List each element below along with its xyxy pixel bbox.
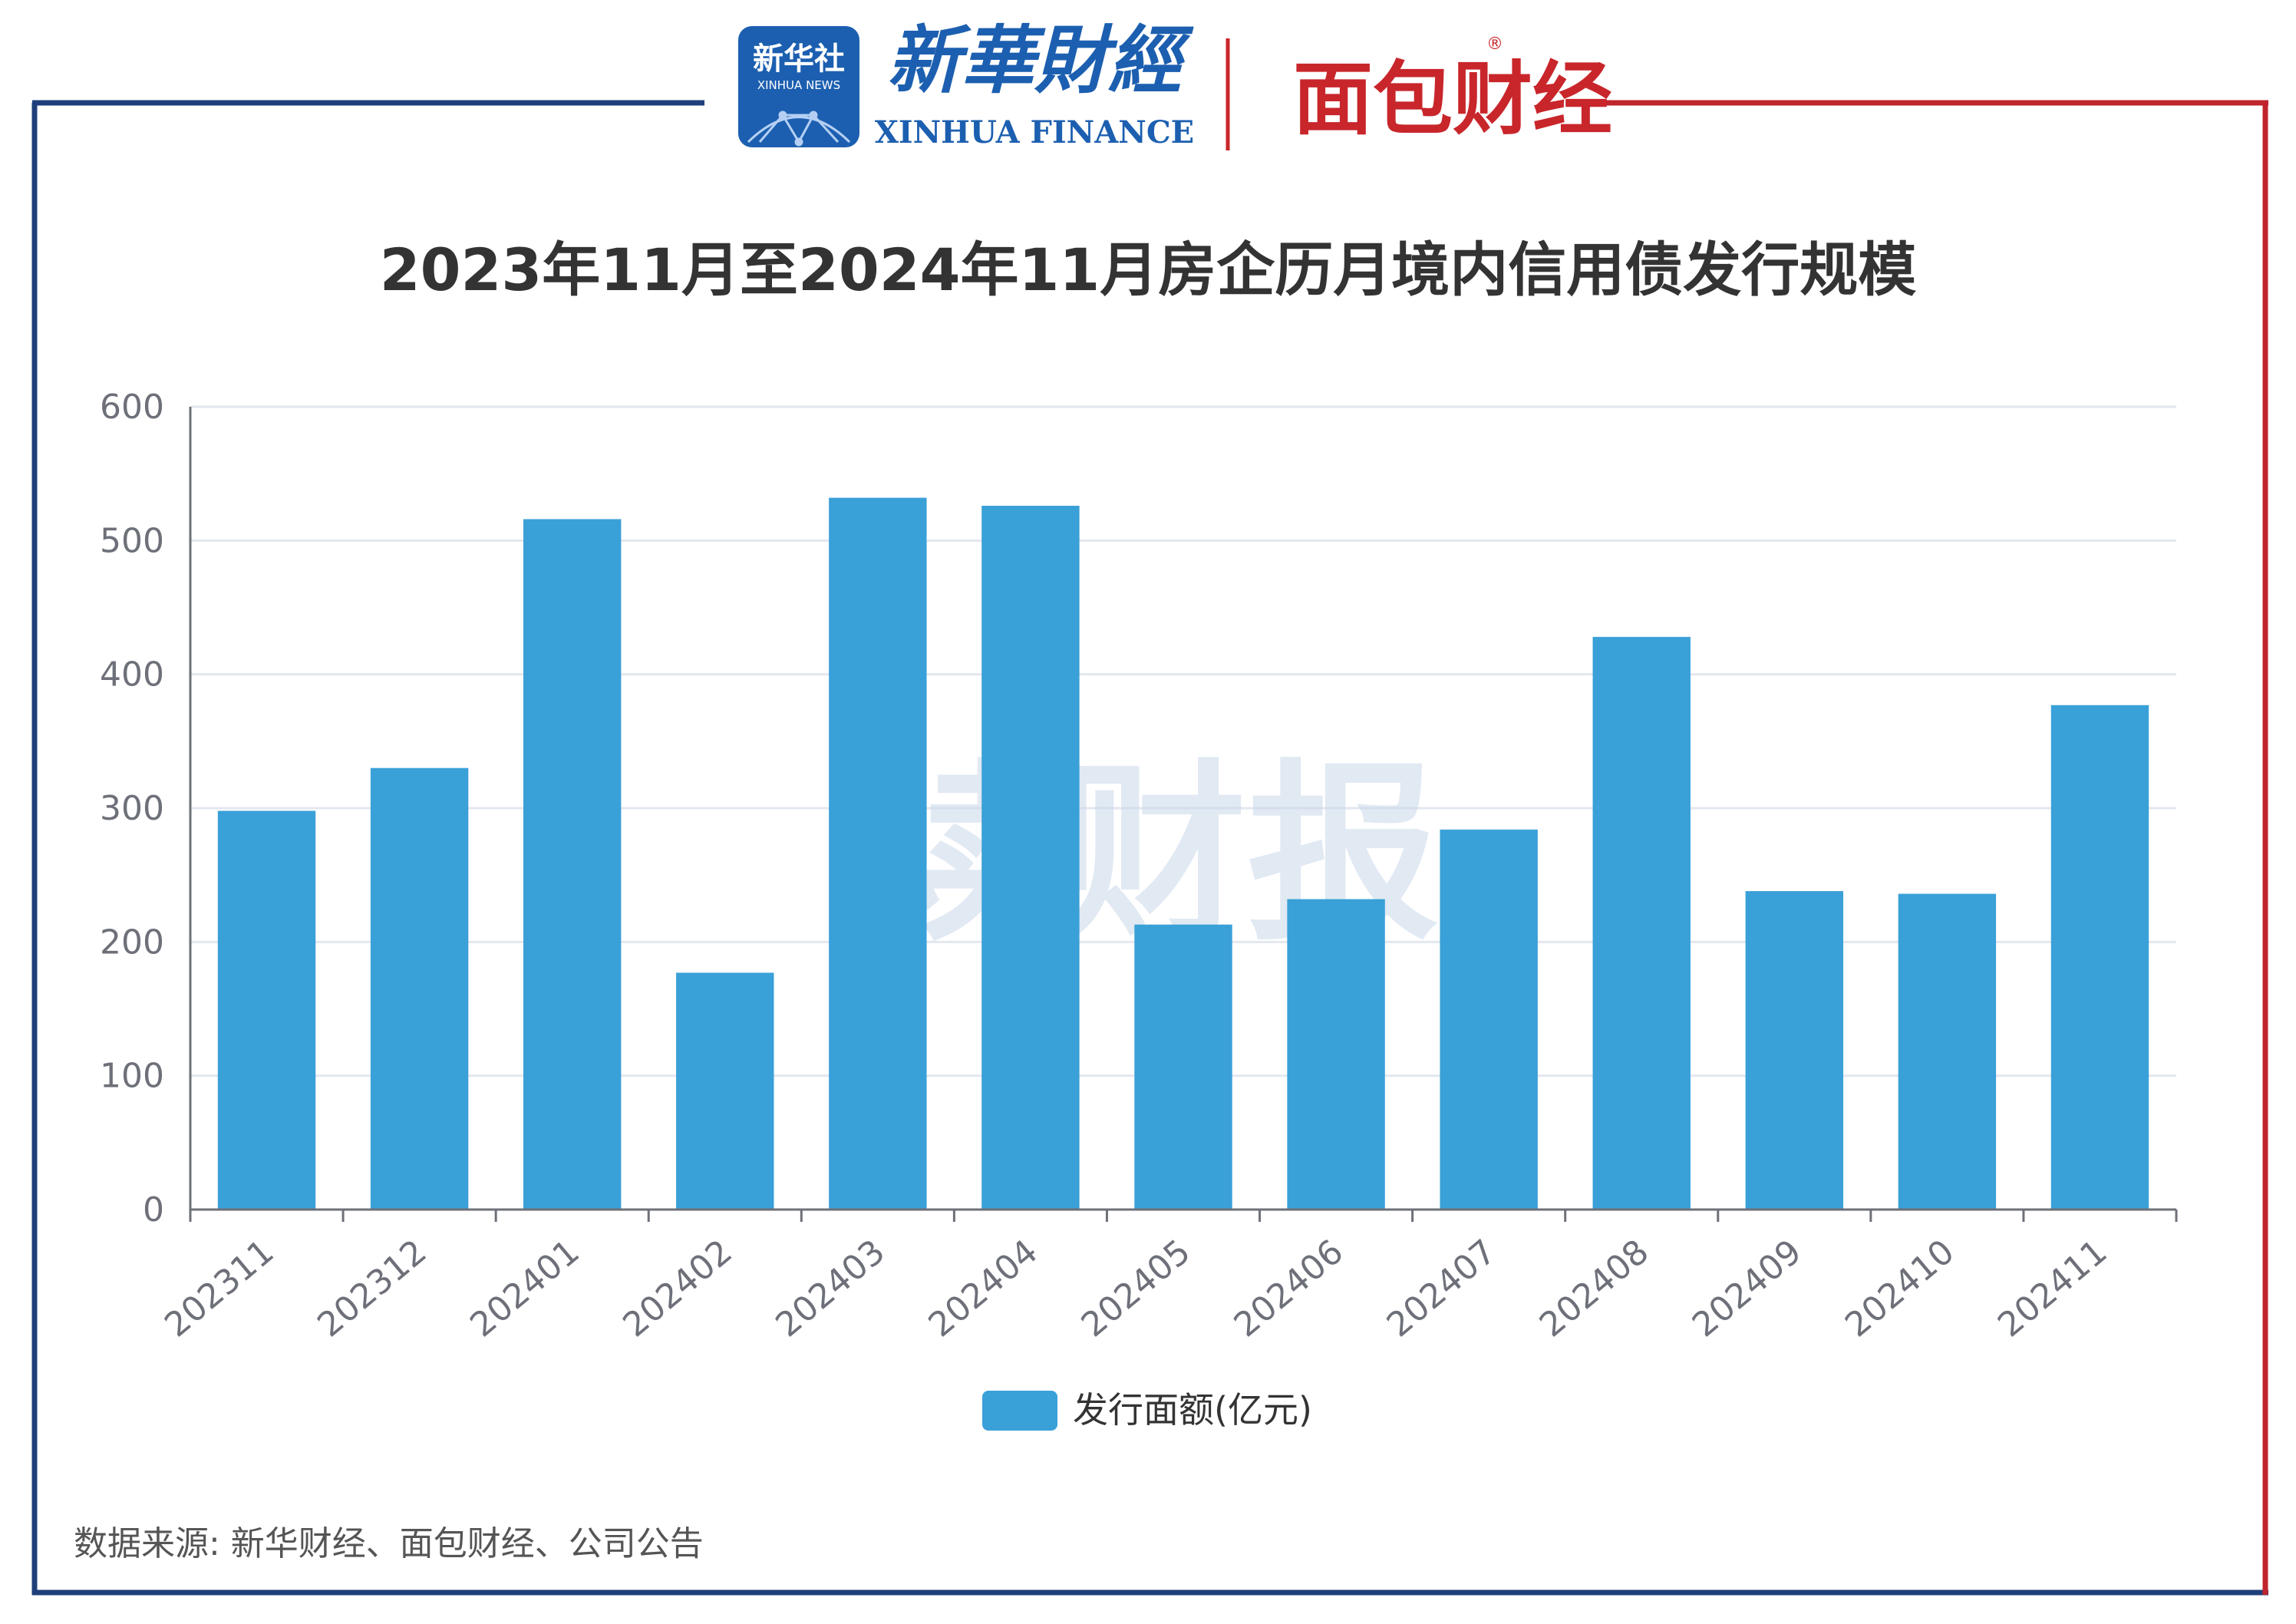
bar-202411 xyxy=(2050,705,2149,1210)
y-tick-label: 300 xyxy=(100,789,164,828)
mianbao-logo-text: 面包财经 xyxy=(1293,52,1612,146)
legend-label: 发行面额(亿元) xyxy=(1073,1389,1312,1431)
y-tick-label: 400 xyxy=(100,655,164,695)
legend: 发行面额(亿元) xyxy=(982,1389,1312,1431)
xinhua-finance-en: XINHUA FINANCE xyxy=(875,114,1194,150)
bar-202408 xyxy=(1592,636,1691,1210)
source-note: 数据来源: 新华财经、面包财经、公司公告 xyxy=(74,1524,704,1563)
x-tick-label: 202312 xyxy=(310,1232,434,1345)
x-tick-label: 202402 xyxy=(615,1232,739,1345)
bar-202401 xyxy=(523,519,622,1210)
bar-series xyxy=(217,497,2149,1210)
bar-202406 xyxy=(1287,899,1385,1210)
mianbao-finance-logo: 面包财经 ® xyxy=(1293,35,1612,146)
x-tick-label: 202410 xyxy=(1838,1232,1961,1345)
registered-mark: ® xyxy=(1486,35,1503,54)
x-tick-label: 202311 xyxy=(157,1232,281,1345)
axes xyxy=(189,407,2178,1222)
x-tick-label: 202403 xyxy=(768,1232,892,1345)
x-tick-label: 202401 xyxy=(463,1232,586,1345)
y-axis-ticks: 0 100 200 300 400 500 600 xyxy=(100,388,164,1230)
y-tick-label: 600 xyxy=(100,388,164,427)
bar-202407 xyxy=(1440,829,1538,1210)
xinhua-finance-cn: 新華財經 xyxy=(887,17,1194,104)
x-tick-label: 202404 xyxy=(922,1232,1045,1345)
chart-title: 2023年11月至2024年11月房企历月境内信用债发行规模 xyxy=(380,236,1917,304)
bar-202312 xyxy=(370,767,469,1210)
x-tick-label: 202405 xyxy=(1074,1232,1198,1345)
xinhua-badge-cn: 新华社 xyxy=(753,41,845,77)
bar-202409 xyxy=(1745,891,1844,1210)
bar-202311 xyxy=(217,810,316,1210)
bar-202404 xyxy=(981,506,1080,1210)
y-tick-label: 200 xyxy=(100,923,164,962)
y-tick-label: 100 xyxy=(100,1057,164,1096)
xinhua-finance-logo: 新華財經 XINHUA FINANCE xyxy=(875,17,1194,150)
x-tick-label: 202407 xyxy=(1380,1232,1503,1345)
bar-202405 xyxy=(1134,924,1232,1210)
bar-202403 xyxy=(829,497,927,1210)
xinhua-news-logo: 新华社 XINHUA NEWS xyxy=(738,26,859,147)
bar-202402 xyxy=(676,972,774,1210)
x-tick-label: 202411 xyxy=(1991,1232,2114,1345)
y-tick-label: 0 xyxy=(143,1190,164,1230)
y-tick-label: 500 xyxy=(100,521,164,560)
legend-swatch xyxy=(982,1391,1057,1431)
x-tick-label: 202408 xyxy=(1532,1232,1656,1345)
xinhua-badge-en: XINHUA NEWS xyxy=(757,78,840,92)
network-globe-icon xyxy=(747,111,851,147)
x-axis-ticks: 202311 202312 202401 202402 202403 202404 2024… xyxy=(157,1232,2114,1345)
bar-202410 xyxy=(1898,893,1997,1210)
x-tick-label: 202406 xyxy=(1227,1232,1351,1345)
x-tick-label: 202409 xyxy=(1685,1232,1809,1345)
